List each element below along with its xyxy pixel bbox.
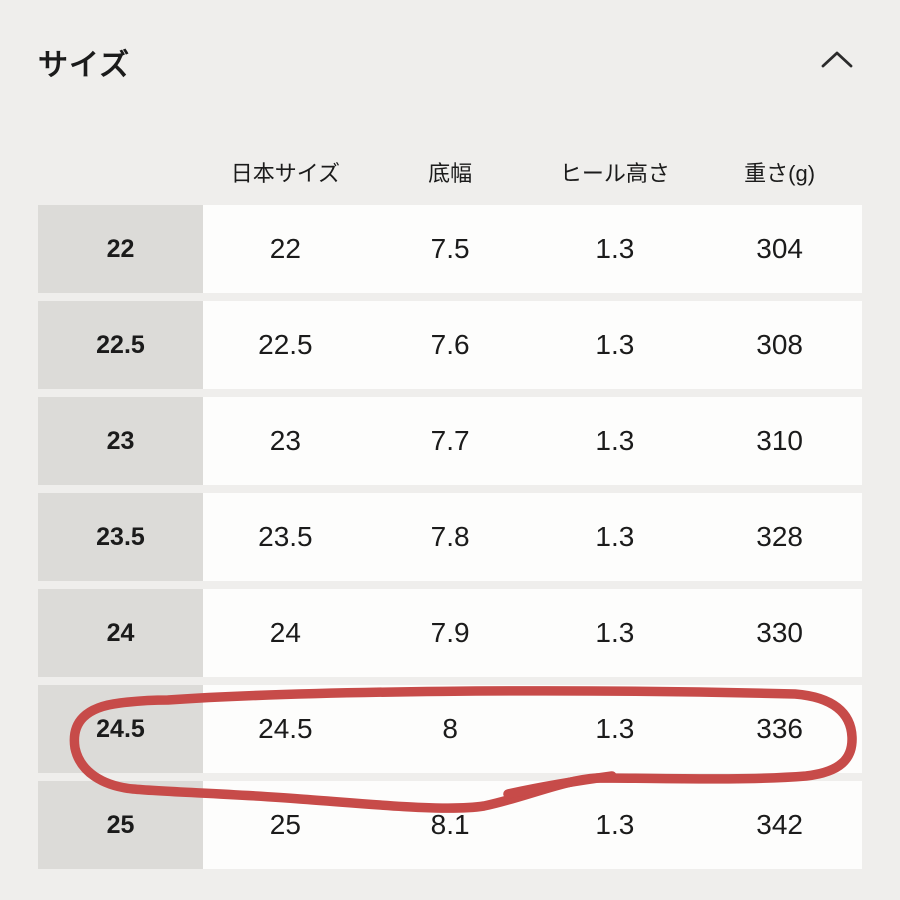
row-cell: 330 [697, 589, 862, 677]
row-cell: 328 [697, 493, 862, 581]
row-label: 25 [38, 781, 203, 869]
size-table-header: 日本サイズ 底幅 ヒール高さ 重さ(g) [38, 150, 862, 194]
row-cell: 22.5 [203, 301, 368, 389]
row-cell: 23.5 [203, 493, 368, 581]
row-cell: 23 [203, 397, 368, 485]
row-cell: 1.3 [532, 205, 698, 293]
row-cell: 304 [697, 205, 862, 293]
row-cell: 24 [203, 589, 368, 677]
row-cell: 1.3 [532, 781, 698, 869]
row-cell: 310 [697, 397, 862, 485]
row-cell: 25 [203, 781, 368, 869]
column-header-japan-size: 日本サイズ [230, 161, 341, 186]
row-label: 23.5 [38, 493, 203, 581]
row-cell: 1.3 [532, 589, 698, 677]
size-table-body: 22 22 7.5 1.3 304 22.5 22.5 7.6 1.3 308 … [38, 205, 862, 869]
table-row: 22 22 7.5 1.3 304 [38, 205, 862, 293]
row-cell: 7.5 [367, 205, 533, 293]
row-label: 23 [38, 397, 203, 485]
row-cell: 8.1 [367, 781, 533, 869]
panel-header: サイズ [0, 0, 900, 82]
row-cell: 22 [203, 205, 368, 293]
row-label: 22 [38, 205, 203, 293]
row-cell: 8 [367, 685, 533, 773]
row-cell: 336 [697, 685, 862, 773]
row-cell: 308 [697, 301, 862, 389]
table-row: 22.5 22.5 7.6 1.3 308 [38, 301, 862, 389]
row-label: 22.5 [38, 301, 203, 389]
table-row: 25 25 8.1 1.3 342 [38, 781, 862, 869]
row-cell: 7.7 [367, 397, 533, 485]
column-header-weight: 重さ(g) [744, 161, 816, 186]
chevron-up-icon [820, 48, 854, 77]
table-row: 24.5 24.5 8 1.3 336 [38, 685, 862, 773]
table-row: 23.5 23.5 7.8 1.3 328 [38, 493, 862, 581]
row-cell: 7.6 [367, 301, 533, 389]
row-cell: 1.3 [532, 493, 698, 581]
table-row: 23 23 7.7 1.3 310 [38, 397, 862, 485]
column-header-sole-width: 底幅 [428, 161, 473, 186]
row-cell: 7.9 [367, 589, 533, 677]
row-cell: 342 [697, 781, 862, 869]
collapse-button[interactable] [820, 50, 854, 74]
row-label: 24 [38, 589, 203, 677]
column-header-heel-height: ヒール高さ [559, 161, 670, 186]
row-cell: 1.3 [532, 301, 698, 389]
table-row: 24 24 7.9 1.3 330 [38, 589, 862, 677]
size-table: 日本サイズ 底幅 ヒール高さ 重さ(g) 22 22 7.5 1.3 304 2… [38, 150, 862, 869]
row-label: 24.5 [38, 685, 203, 773]
row-cell: 7.8 [367, 493, 533, 581]
row-cell: 24.5 [203, 685, 368, 773]
row-cell: 1.3 [532, 397, 698, 485]
panel-title: サイズ [38, 49, 131, 82]
row-cell: 1.3 [532, 685, 698, 773]
